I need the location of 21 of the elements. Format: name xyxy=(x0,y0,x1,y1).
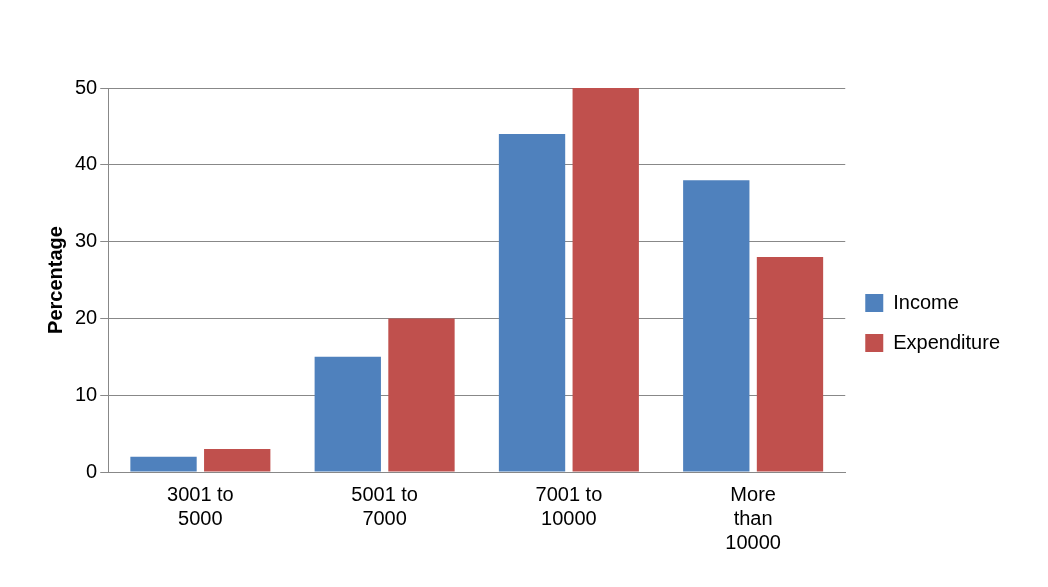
y-axis-title: Percentage xyxy=(43,226,66,334)
bar xyxy=(314,356,381,472)
bar xyxy=(683,180,750,472)
bar xyxy=(388,318,455,472)
y-tick-label: 20 xyxy=(75,305,98,328)
bar xyxy=(572,88,639,472)
legend-label: Expenditure xyxy=(893,330,1001,353)
bar xyxy=(204,448,271,472)
bar xyxy=(498,134,566,472)
bar xyxy=(756,256,824,472)
x-tick-label: 7001 to 10000 xyxy=(535,482,603,529)
bar xyxy=(130,456,197,472)
y-tick-label: 30 xyxy=(75,229,98,252)
legend-label: Income xyxy=(893,290,959,313)
x-tick-label: 3001 to 5000 xyxy=(167,482,234,529)
y-tick-label: 40 xyxy=(75,152,98,175)
x-tick-label: 5001 to 7000 xyxy=(351,482,418,529)
y-tick-label: 10 xyxy=(75,382,98,405)
y-tick-label: 0 xyxy=(86,459,98,482)
y-tick-label: 50 xyxy=(75,75,98,98)
x-tick-label: More than 10000 xyxy=(725,482,781,553)
